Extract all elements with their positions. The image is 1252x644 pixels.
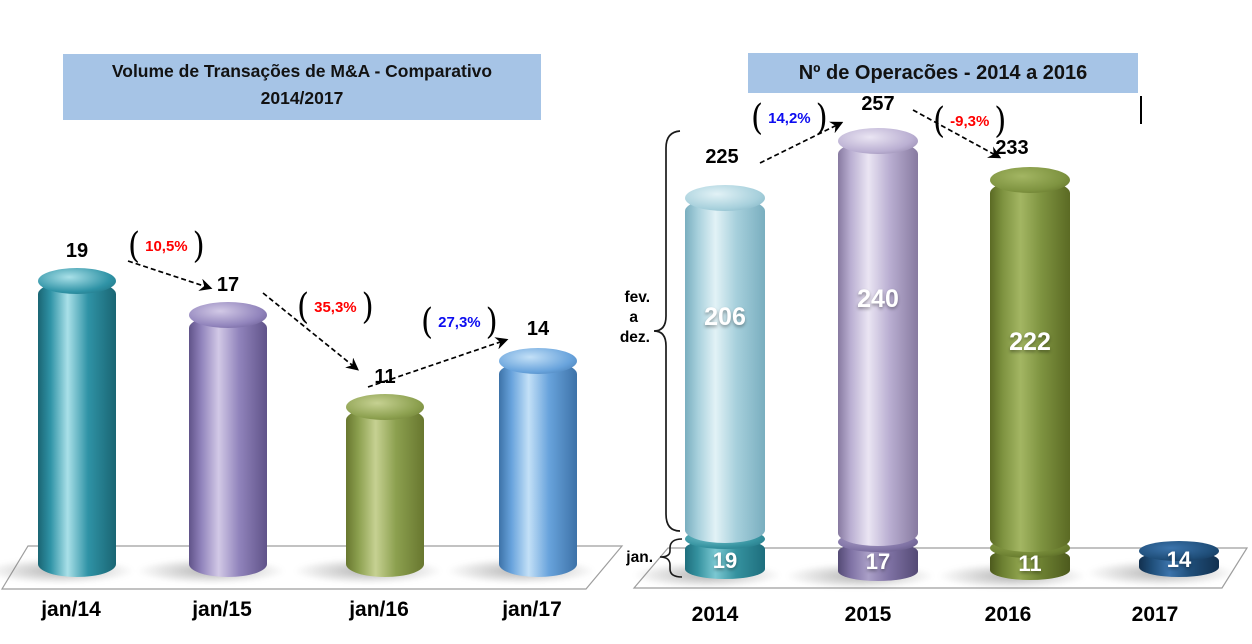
open-bracket: ( (128, 225, 141, 267)
cylinder-body (38, 281, 116, 577)
close-bracket: ) (815, 97, 828, 139)
total-label-2016: 233 (995, 137, 1029, 159)
value-label: 11 (374, 366, 396, 388)
cylinder-top (38, 268, 116, 294)
row-label-line: a (629, 309, 638, 326)
total-label-2015: 257 (861, 93, 895, 115)
segment-value-2014-jan: 19 (712, 548, 738, 573)
category-label-jan14: jan/14 (41, 598, 101, 621)
open-bracket: ( (933, 100, 946, 142)
row-label-fev-a-dez: fev. a dez. (600, 288, 650, 348)
close-bracket: ) (994, 100, 1007, 142)
right-chart-title: Nº de Operacões - 2014 a 2016 (748, 53, 1138, 93)
pct-annotation-27-3: ( 27,3% ) (421, 301, 498, 343)
pct-annotation-35-3: ( 35,3% ) (297, 286, 374, 328)
pct-annotation-minus-9-3: ( -9,3% ) (933, 100, 1007, 142)
segment-value-2016-jan: 11 (1018, 551, 1042, 576)
category-label-2015: 2015 (844, 603, 892, 626)
category-label-jan17: jan/17 (502, 598, 562, 621)
pct-value: 14,2% (768, 109, 811, 127)
cylinder-top (346, 394, 424, 420)
bar-segment-2014-fevdez (685, 185, 765, 543)
bar-segment-2015-fevdez (838, 128, 918, 546)
bar-cylinder-jan17 (499, 348, 577, 577)
cylinder-body (499, 361, 577, 577)
segment-value-2015-jan: 17 (865, 549, 891, 574)
value-label: 17 (216, 274, 240, 296)
left-chart-title-line1: Volume de Transações de M&A - Comparativ… (111, 61, 493, 81)
close-bracket: ) (485, 301, 498, 343)
left-chart-title-line2: 2014/2017 (260, 88, 344, 108)
cylinder-top (685, 185, 765, 211)
close-bracket: ) (361, 286, 374, 328)
pct-annotation-10-5: ( 10,5% ) (128, 225, 205, 267)
cylinder-top (990, 167, 1070, 193)
pct-value: 35,3% (314, 298, 357, 316)
total-label-2014: 225 (705, 146, 739, 168)
value-label: 19 (65, 240, 89, 262)
cylinder-body (990, 180, 1070, 552)
category-label-jan16: jan/16 (349, 598, 409, 621)
cylinder-body (838, 141, 918, 546)
segment-value-2016-fevdez: 222 (1009, 328, 1051, 356)
cylinder-top (838, 128, 918, 154)
category-label-2014: 2014 (691, 603, 739, 626)
segment-value-2015-fevdez: 240 (857, 285, 899, 313)
pct-annotation-14-2: ( 14,2% ) (751, 97, 828, 139)
left-chart-title: Volume de Transações de M&A - Comparativ… (63, 54, 541, 120)
category-label-2016: 2016 (984, 603, 1032, 626)
row-label-jan: jan. (626, 549, 653, 566)
row-label-line: dez. (619, 329, 650, 346)
segment-value-2014-fevdez: 206 (704, 303, 746, 331)
pct-value: -9,3% (950, 112, 990, 130)
open-bracket: ( (421, 301, 434, 343)
cylinder-top (1139, 541, 1219, 561)
bar-segment-2017-jan (1139, 541, 1219, 577)
category-label-jan15: jan/15 (192, 598, 252, 621)
pct-value: 27,3% (438, 313, 481, 331)
bar-cylinder-jan16 (346, 394, 424, 577)
cylinder-body (189, 315, 267, 577)
cylinder-top (499, 348, 577, 374)
pct-value: 10,5% (145, 237, 188, 255)
segment-value-2017-jan: 14 (1166, 547, 1192, 572)
close-bracket: ) (192, 225, 205, 267)
bar-cylinder-jan15 (189, 302, 267, 577)
cylinder-body (346, 407, 424, 577)
bar-cylinder-jan14 (38, 268, 116, 577)
row-label-line: fev. (624, 289, 650, 306)
category-label-2017: 2017 (1131, 603, 1179, 626)
cylinder-top (189, 302, 267, 328)
bar-segment-2016-fevdez (990, 167, 1070, 552)
open-bracket: ( (751, 97, 764, 139)
open-bracket: ( (297, 286, 310, 328)
cylinder-body (685, 198, 765, 543)
tick-mark (1140, 96, 1142, 124)
value-label: 14 (526, 318, 550, 340)
